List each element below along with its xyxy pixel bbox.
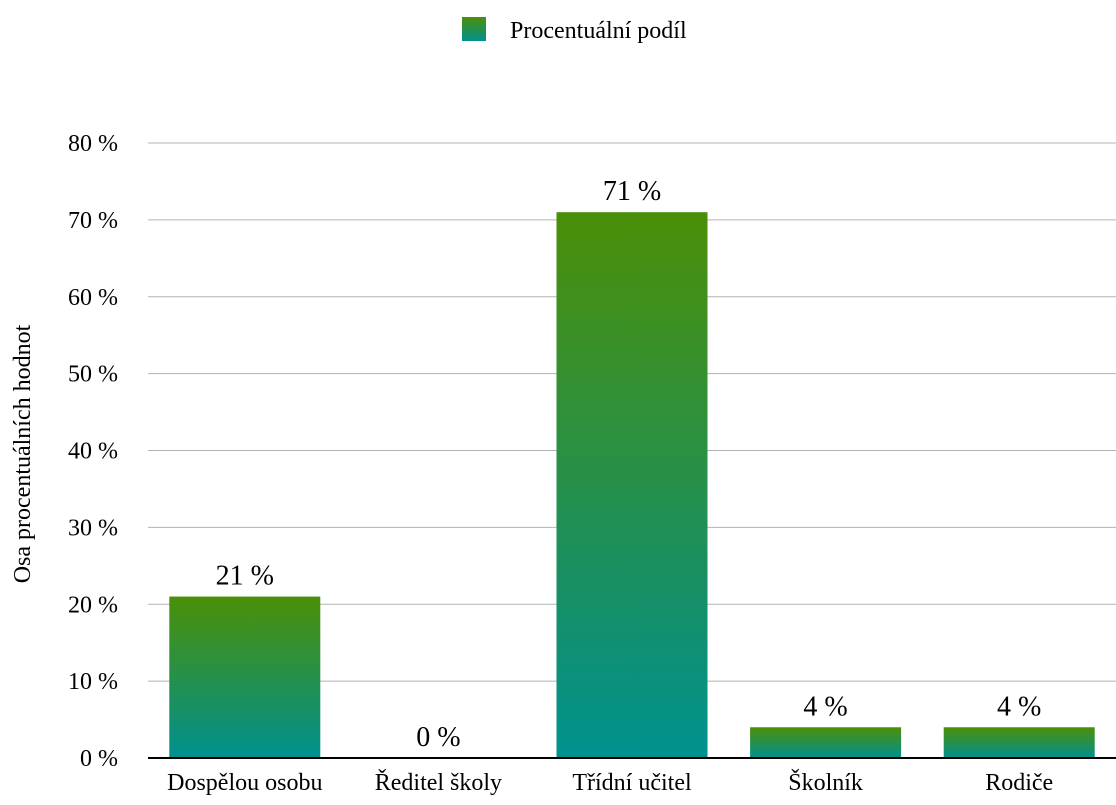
- y-tick-label: 40 %: [68, 439, 118, 465]
- y-tick-label: 80 %: [68, 131, 118, 157]
- y-tick-label: 10 %: [68, 669, 118, 695]
- data-label: 0 %: [416, 722, 460, 753]
- legend: Procentuální podíl: [462, 17, 687, 44]
- bar: [556, 212, 708, 758]
- x-category-label: Dospělou osobu: [167, 770, 322, 796]
- y-tick-label: 0 %: [80, 746, 118, 772]
- y-axis-tick-labels: 0 % 10 % 20 % 30 % 40 % 50 % 60 % 70 % 80 %: [68, 131, 118, 772]
- y-tick-label: 30 %: [68, 515, 118, 541]
- data-labels: 21 % 0 % 71 % 4 % 4 %: [216, 176, 1042, 753]
- data-label: 71 %: [603, 176, 661, 207]
- bar: [169, 596, 321, 758]
- x-category-label: Rodiče: [985, 770, 1053, 796]
- bar: [943, 727, 1095, 758]
- data-label: 4 %: [803, 691, 847, 722]
- x-category-label: Ředitel školy: [375, 770, 502, 796]
- bar: [750, 727, 902, 758]
- y-tick-label: 70 %: [68, 208, 118, 234]
- x-category-label: Školník: [788, 769, 863, 796]
- data-label: 21 %: [216, 561, 274, 592]
- y-tick-label: 20 %: [68, 592, 118, 618]
- y-axis-title: Osa procentuálních hodnot: [10, 324, 36, 583]
- legend-label: Procentuální podíl: [510, 18, 687, 44]
- bars: [169, 212, 1095, 758]
- y-tick-label: 50 %: [68, 362, 118, 388]
- y-tick-label: 60 %: [68, 285, 118, 311]
- x-category-label: Třídní učitel: [572, 770, 692, 796]
- legend-swatch: [462, 17, 486, 41]
- data-label: 4 %: [997, 691, 1041, 722]
- x-axis-category-labels: Dospělou osobu Ředitel školy Třídní učitel…: [167, 769, 1053, 796]
